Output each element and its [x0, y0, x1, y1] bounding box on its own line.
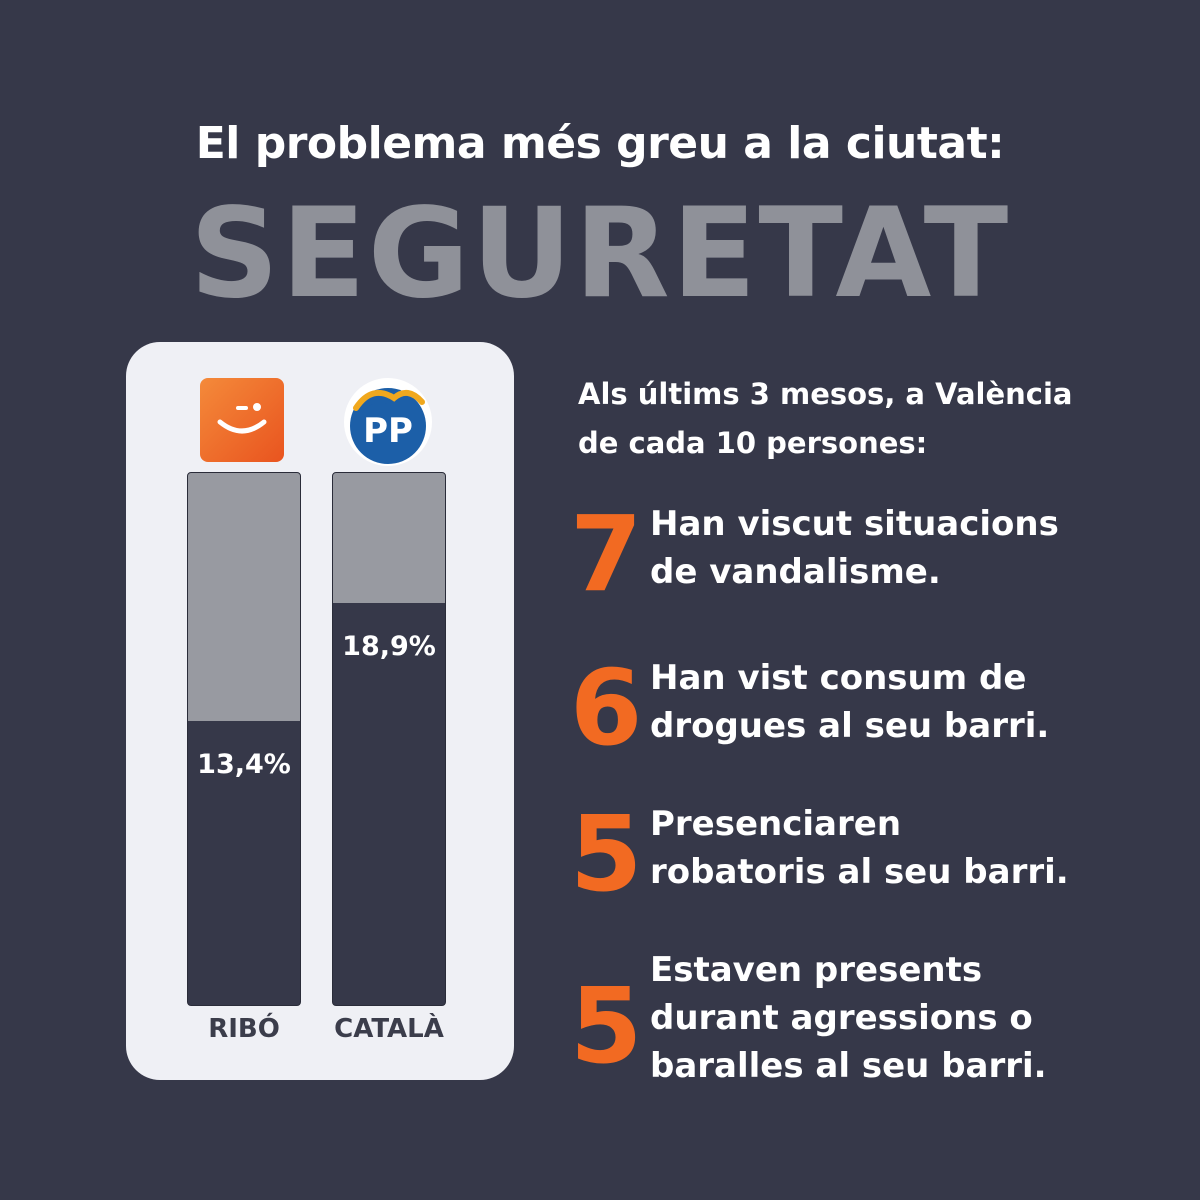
bar-ribo-value-label: 13,4% [197, 749, 291, 780]
stat-text: Estaven presents durant agressions o bar… [650, 946, 1170, 1090]
stat-item-vandalism: 7 Han viscut situacions de vandalisme. [570, 500, 1190, 620]
stat-text-line: de vandalisme. [650, 552, 941, 592]
bar-ribo-empty-portion [188, 473, 300, 721]
compromis-logo-icon [200, 378, 284, 462]
stat-text-line: Presenciaren [650, 804, 902, 844]
stat-text-line: Han viscut situacions [650, 504, 1059, 544]
bar-ribo: 13,4% [187, 472, 301, 1006]
headline: El problema més greu a la ciutat: [195, 118, 1005, 169]
stat-text-line: drogues al seu barri. [650, 706, 1050, 746]
stat-number: 5 [570, 965, 643, 1087]
bar-catala: 18,9% [332, 472, 446, 1006]
stat-item-drugs: 6 Han vist consum de drogues al seu barr… [570, 654, 1190, 774]
comparison-chart-card: PP 13,4% 18,9% RIBÓ CATALÀ [126, 342, 514, 1080]
stat-text-line: robatoris al seu barri. [650, 852, 1069, 892]
pp-logo-text: PP [363, 411, 413, 451]
stat-text-line: baralles al seu barri. [650, 1046, 1047, 1086]
stat-number: 6 [570, 647, 643, 769]
stat-text: Han viscut situacions de vandalisme. [650, 500, 1170, 596]
category-label-ribo: RIBÓ [208, 1014, 280, 1044]
main-topic-title: SEGURETAT [189, 182, 1011, 326]
stat-item-aggressions: 5 Estaven presents durant agressions o b… [570, 946, 1190, 1106]
bar-catala-value-label: 18,9% [342, 631, 436, 662]
stat-text: Presenciaren robatoris al seu barri. [650, 800, 1170, 896]
stat-number: 7 [570, 493, 643, 615]
intro-text: Als últims 3 mesos, a València de cada 1… [578, 370, 1178, 468]
stat-text-line: Estaven presents [650, 950, 983, 990]
stat-text: Han vist consum de drogues al seu barri. [650, 654, 1170, 750]
stat-item-robberies: 5 Presenciaren robatoris al seu barri. [570, 800, 1190, 920]
pp-logo-icon: PP [342, 376, 434, 468]
category-label-catala: CATALÀ [334, 1014, 444, 1044]
bar-catala-empty-portion [333, 473, 445, 603]
stat-text-line: Han vist consum de [650, 658, 1027, 698]
intro-line-2: de cada 10 persones: [578, 426, 928, 460]
stat-text-line: durant agressions o [650, 998, 1033, 1038]
stat-number: 5 [570, 793, 643, 915]
intro-line-1: Als últims 3 mesos, a València [578, 377, 1073, 411]
